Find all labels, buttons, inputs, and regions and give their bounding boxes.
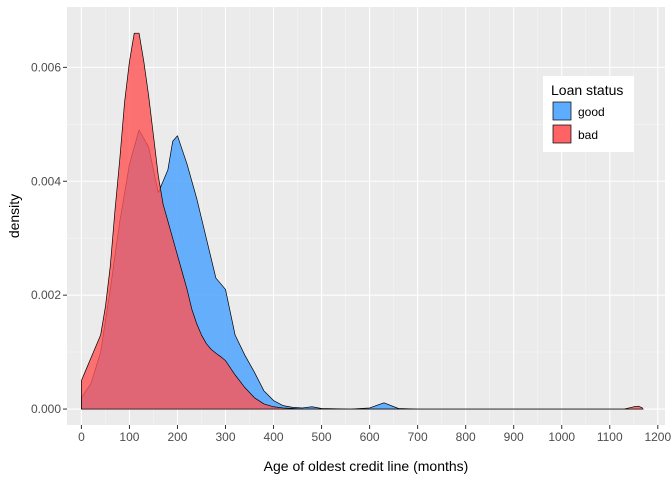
legend-key-good [552,101,572,121]
y-tick-label: 0.000 [31,402,61,416]
x-tick-label: 900 [504,430,524,444]
x-tick-label: 500 [312,430,332,444]
y-axis: 0.000 0.002 0.004 0.006 [31,60,67,416]
x-tick-label: 800 [456,430,476,444]
x-tick-label: 200 [167,430,187,444]
legend-label-good: good [578,105,605,119]
legend-items: good bad [552,101,605,144]
legend: Loan status good bad [543,76,634,152]
y-tick-label: 0.006 [31,60,61,74]
x-tick-label: 0 [78,430,85,444]
x-axis-title: Age of oldest credit line (months) [264,458,469,474]
series-layer [81,32,644,410]
density-area-bad [81,32,643,410]
x-tick-label: 700 [408,430,428,444]
x-tick-label: 100 [119,430,139,444]
grid-minor [67,7,665,425]
y-tick-label: 0.002 [31,288,61,302]
x-tick-label: 1000 [548,430,575,444]
x-axis: 0 100 200 300 400 500 600 700 800 900 1000 1100 1200 [78,425,671,444]
x-tick-label: 600 [360,430,380,444]
legend-label-bad: bad [578,128,598,142]
x-tick-label: 1200 [644,430,671,444]
x-tick-label: 400 [264,430,284,444]
y-axis-title: density [6,194,22,238]
legend-key-bad [552,124,572,144]
y-tick-label: 0.004 [31,174,61,188]
x-tick-label: 300 [215,430,235,444]
x-tick-label: 1100 [597,430,623,444]
legend-title: Loan status [551,82,623,98]
